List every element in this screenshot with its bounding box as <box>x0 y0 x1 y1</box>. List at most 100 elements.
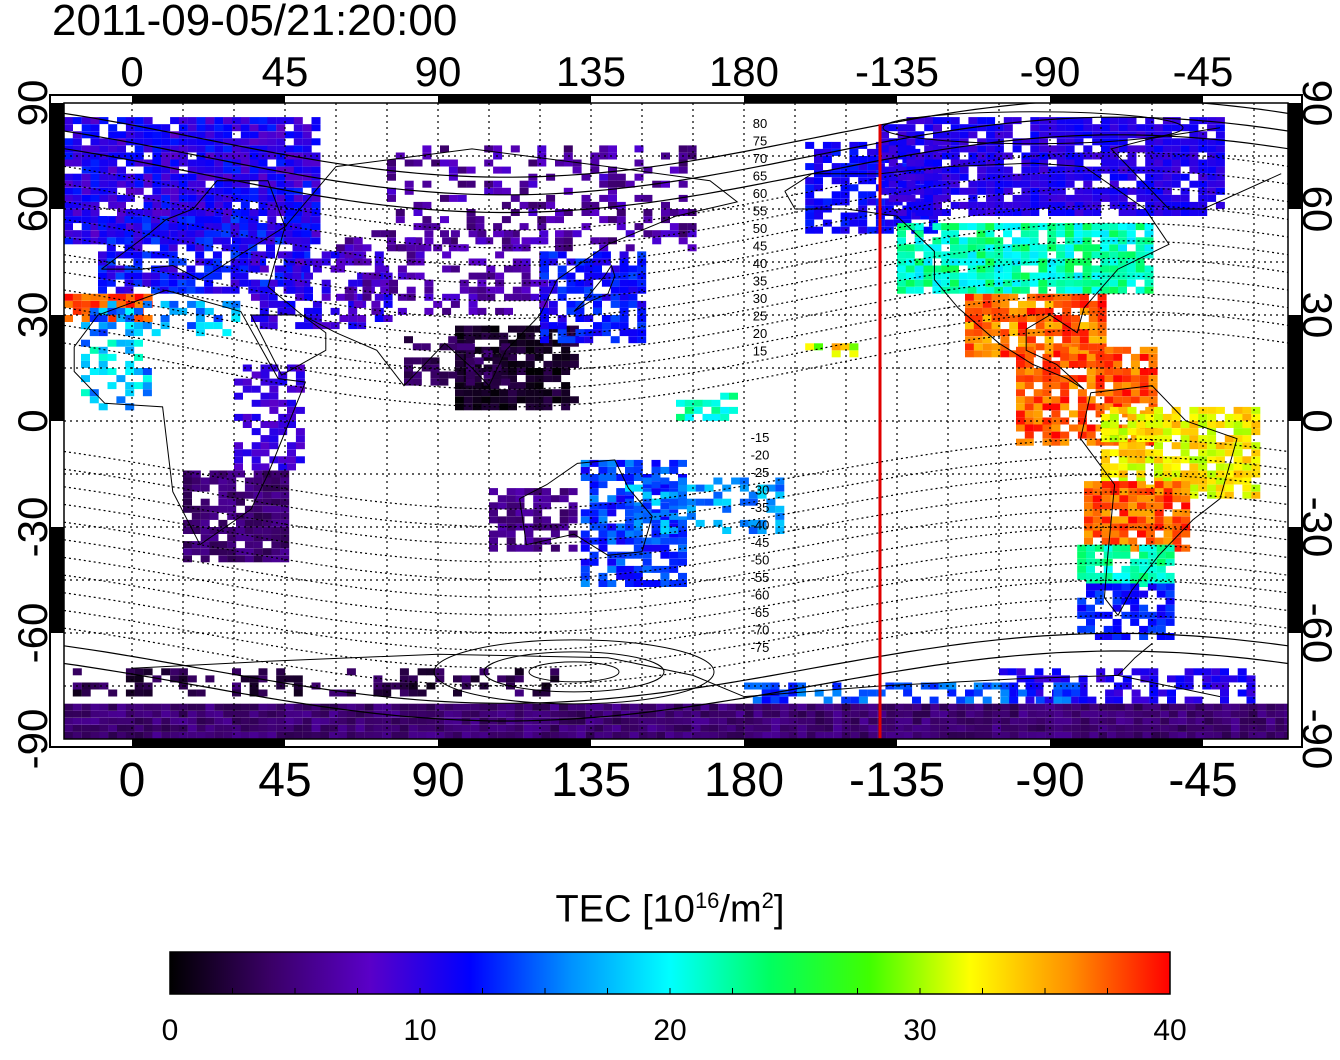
tec-cell-1906 <box>669 488 679 496</box>
tec-cell-2297 <box>986 152 996 160</box>
tec-cell-3189 <box>1118 470 1128 478</box>
tec-cell-3358 <box>1084 537 1093 545</box>
tec-cell-931 <box>269 364 279 372</box>
tec-cell-1817 <box>616 530 626 538</box>
tec-cell-3661 <box>1237 689 1247 697</box>
tec-cell-677 <box>301 244 311 252</box>
tec-cell-4245 <box>912 731 922 739</box>
tec-cell-570 <box>195 258 205 266</box>
tec-cell-243 <box>196 209 206 216</box>
tec-cell-966 <box>183 491 192 499</box>
tec-cell-3489 <box>1112 572 1122 580</box>
tec-cell-786 <box>125 382 135 390</box>
tec-cell-2210 <box>924 187 934 195</box>
tec-cell-3915 <box>426 731 436 739</box>
tec-cell-3010 <box>1024 410 1034 418</box>
tec-cell-3804 <box>258 710 268 718</box>
tec-cell-1916 <box>678 530 687 538</box>
tec-cell-3810 <box>267 710 277 718</box>
tec-cell-4073 <box>656 717 666 725</box>
tec-cell-702 <box>108 293 118 301</box>
tec-cell-3080 <box>1086 424 1096 432</box>
tec-cell-2367 <box>1039 138 1049 146</box>
tec-cell-3901 <box>399 703 409 711</box>
tec-cell-2828 <box>1109 223 1119 231</box>
tec-cell-1561 <box>430 364 440 372</box>
tec-cell-4156 <box>780 724 789 732</box>
tec-cell-371 <box>258 131 268 139</box>
tec-cell-1352 <box>459 244 469 252</box>
tec-cell-3961 <box>488 703 498 711</box>
tec-cell-37 <box>81 194 91 202</box>
x-tick-label-top: -135 <box>855 48 939 95</box>
tec-cell-1132 <box>448 159 458 167</box>
tec-cell-4479 <box>1257 731 1267 739</box>
tec-cell-1170 <box>510 145 520 153</box>
tec-cell-4127 <box>735 717 745 725</box>
tec-cell-4124 <box>736 739 745 746</box>
tec-cell-2257 <box>959 201 969 209</box>
tec-cell-2317 <box>1003 201 1013 209</box>
y-tick-label-right: -90 <box>1294 709 1340 770</box>
tec-cell-759 <box>222 300 232 308</box>
tec-cell-3341 <box>1242 435 1252 443</box>
tec-cell-438 <box>293 131 303 139</box>
contour-label-south-6: -45 <box>751 535 770 550</box>
tec-cell-4522 <box>850 696 860 704</box>
tec-cell-4129 <box>735 703 745 711</box>
tec-cell-1345 <box>442 237 452 245</box>
tec-cell-22 <box>72 187 82 195</box>
tec-cell-1564 <box>439 371 449 379</box>
tec-cell-1724 <box>515 502 525 510</box>
tec-cell-3019 <box>1033 424 1043 432</box>
tec-cell-2437 <box>1092 187 1102 195</box>
tec-cell-744 <box>169 307 179 315</box>
tec-cell-3450 <box>1172 537 1182 545</box>
tec-cell-2928 <box>1026 293 1036 301</box>
tec-cell-4088 <box>683 739 692 746</box>
tec-cell-178 <box>161 187 171 195</box>
tec-cell-3114 <box>1113 396 1123 404</box>
tec-cell-1578 <box>483 378 493 386</box>
tec-cell-3999 <box>550 731 560 739</box>
tec-cell-834 <box>304 286 313 294</box>
tec-cell-2715 <box>1003 272 1013 280</box>
tec-cell-2712 <box>994 223 1004 231</box>
tec-cell-4487 <box>1266 717 1276 725</box>
tec-cell-4585 <box>178 675 188 683</box>
tec-cell-3399 <box>1119 509 1129 517</box>
tec-cell-3060 <box>1060 346 1070 354</box>
tec-cell-4425 <box>1177 731 1187 739</box>
tec-cell-2562 <box>1189 201 1199 209</box>
tec-cell-1832 <box>625 509 634 517</box>
tec-cell-2860 <box>1144 244 1154 252</box>
tec-cell-2456 <box>1109 187 1119 195</box>
tec-cell-117 <box>125 180 135 188</box>
tec-cell-3448 <box>1163 481 1173 489</box>
tec-cell-2404 <box>1065 152 1075 160</box>
tec-cell-1443 <box>481 389 491 397</box>
contour-line-9 <box>64 257 1288 337</box>
tec-cell-1702 <box>489 516 498 524</box>
tec-cell-1604 <box>548 279 558 287</box>
tec-cell-1838 <box>625 466 634 474</box>
tec-cell-884 <box>383 315 393 322</box>
tec-cell-2754 <box>1038 244 1048 252</box>
border-segment-right <box>1288 527 1302 633</box>
tec-cell-3048 <box>1051 368 1061 375</box>
tec-cell-4362 <box>1080 710 1090 718</box>
tec-cell-735 <box>134 329 143 337</box>
tec-cell-1815 <box>616 551 626 559</box>
tec-cell-430 <box>293 187 303 195</box>
tec-cell-3420 <box>1137 488 1146 496</box>
tec-cell-1264 <box>661 180 670 188</box>
contour-line-19 <box>64 526 1288 598</box>
tec-cell-1269 <box>669 166 679 174</box>
tec-cell-794 <box>134 339 143 347</box>
tec-cell-2350 <box>1030 166 1040 174</box>
tec-cell-678 <box>301 237 311 245</box>
tec-cell-1362 <box>477 286 487 294</box>
tec-cell-3495 <box>1121 551 1131 559</box>
tec-cell-123 <box>125 124 135 132</box>
tec-cell-1668 <box>619 322 629 330</box>
